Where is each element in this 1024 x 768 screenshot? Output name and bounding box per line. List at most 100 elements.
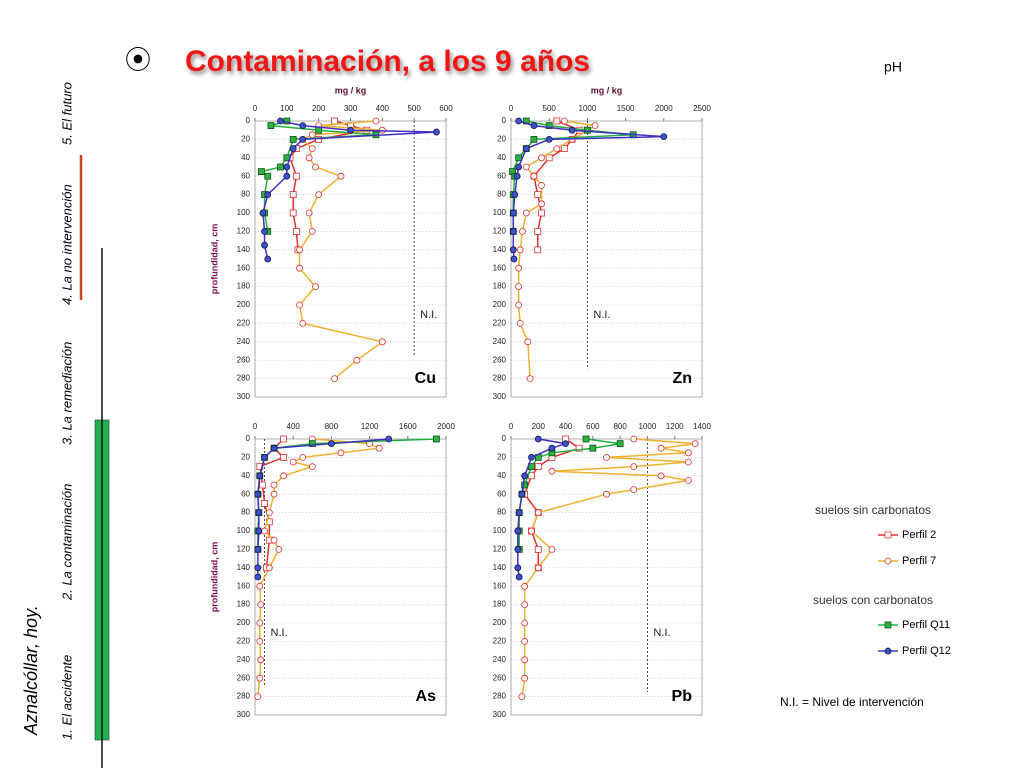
point bbox=[534, 564, 542, 572]
x-tick-label: 0 bbox=[253, 422, 258, 431]
point bbox=[545, 154, 553, 162]
x-tick-label: 200 bbox=[532, 422, 546, 431]
series-line bbox=[533, 120, 581, 250]
point bbox=[522, 209, 530, 217]
point bbox=[254, 573, 262, 581]
x-tick-label: 1000 bbox=[579, 104, 597, 113]
point bbox=[275, 546, 283, 553]
point bbox=[516, 319, 524, 327]
point bbox=[568, 126, 576, 134]
y-tick-label: 300 bbox=[493, 710, 507, 719]
x-tick-label: 400 bbox=[287, 422, 301, 431]
legend-label: Perfil 7 bbox=[902, 555, 936, 567]
slide-title: Contaminación, a los 9 años bbox=[185, 45, 590, 78]
point bbox=[254, 564, 262, 572]
y-tick-label: 280 bbox=[237, 374, 251, 383]
x-tick-label: 1500 bbox=[617, 104, 635, 113]
point bbox=[256, 472, 264, 480]
point bbox=[538, 200, 545, 208]
point bbox=[514, 564, 522, 572]
y-tick-label: 160 bbox=[237, 263, 251, 272]
point bbox=[522, 145, 530, 153]
x-tick-label: 800 bbox=[613, 422, 627, 431]
point bbox=[289, 191, 297, 199]
y-tick-label: 180 bbox=[493, 282, 507, 291]
x-tick-label: 2500 bbox=[693, 104, 711, 113]
legend-group-title: suelos con carbonatos bbox=[813, 593, 933, 607]
y-tick-label: 80 bbox=[241, 508, 250, 517]
y-tick-label: 20 bbox=[241, 453, 250, 462]
y-tick-label: 120 bbox=[493, 545, 507, 554]
point bbox=[530, 172, 538, 180]
point bbox=[630, 486, 638, 494]
y-tick-label: 280 bbox=[493, 374, 507, 383]
point bbox=[308, 440, 316, 448]
point bbox=[538, 181, 545, 189]
point bbox=[289, 145, 297, 153]
point bbox=[261, 499, 268, 507]
x-tick-label: 500 bbox=[543, 104, 557, 113]
point bbox=[548, 444, 556, 452]
y-tick-label: 280 bbox=[493, 692, 507, 701]
plot-frame bbox=[510, 120, 703, 398]
footnote: N.I. = Nivel de intervención bbox=[780, 695, 924, 709]
y-tick-label: 60 bbox=[497, 489, 506, 498]
point bbox=[515, 283, 523, 291]
point bbox=[305, 209, 313, 217]
point bbox=[375, 444, 383, 452]
point bbox=[312, 163, 319, 171]
y-tick-label: 40 bbox=[497, 153, 506, 162]
point bbox=[378, 338, 386, 346]
point bbox=[433, 435, 440, 443]
y-tick-label: 0 bbox=[246, 116, 251, 125]
y-tick-label: 120 bbox=[493, 227, 507, 236]
y-tick-label: 40 bbox=[497, 471, 506, 480]
x-tick-label: 600 bbox=[439, 104, 453, 113]
y-tick-label: 100 bbox=[237, 208, 251, 217]
legend-marker bbox=[884, 531, 892, 539]
point bbox=[660, 133, 668, 141]
y-tick-label: 80 bbox=[497, 508, 506, 517]
point bbox=[337, 172, 345, 180]
point bbox=[513, 172, 521, 180]
point bbox=[530, 135, 538, 143]
point bbox=[524, 338, 532, 346]
x-tick-label: 0 bbox=[253, 104, 258, 113]
point bbox=[515, 117, 523, 125]
point bbox=[280, 435, 288, 443]
point bbox=[548, 546, 556, 553]
point bbox=[603, 490, 610, 498]
point bbox=[270, 536, 278, 544]
y-tick-label: 220 bbox=[237, 637, 251, 646]
charts: 0204060801001201401601802002202402602803… bbox=[209, 85, 711, 719]
legend: suelos sin carbonatos Perfil 2 Perfil 7 sue… bbox=[813, 503, 951, 657]
point bbox=[299, 122, 307, 129]
point bbox=[299, 453, 307, 461]
point bbox=[521, 656, 529, 664]
point bbox=[257, 601, 265, 608]
point bbox=[538, 209, 545, 217]
x-tick-label: 0 bbox=[509, 104, 514, 113]
point bbox=[265, 509, 273, 516]
x-tick-label: 300 bbox=[344, 104, 358, 113]
ni-label: N.I. bbox=[593, 309, 610, 321]
point bbox=[289, 135, 297, 143]
y-tick-label: 160 bbox=[493, 263, 507, 272]
y-tick-label: 260 bbox=[237, 355, 251, 364]
point bbox=[582, 435, 590, 443]
point bbox=[534, 191, 542, 199]
y-tick-label: 240 bbox=[493, 655, 507, 664]
y-tick-label: 300 bbox=[237, 392, 251, 401]
point bbox=[589, 444, 597, 452]
point bbox=[256, 582, 264, 590]
point bbox=[347, 126, 354, 134]
point bbox=[521, 582, 529, 590]
point bbox=[254, 546, 262, 553]
y-tick-label: 180 bbox=[237, 600, 251, 609]
point bbox=[264, 191, 272, 199]
x-tick-label: 1400 bbox=[693, 422, 711, 431]
point bbox=[575, 444, 583, 452]
chart: 0 20 40 60 80 100 120 140 160 180 200 220 240 260 280 3… bbox=[209, 422, 455, 719]
x-tick-label: 400 bbox=[559, 422, 573, 431]
point bbox=[257, 656, 265, 664]
